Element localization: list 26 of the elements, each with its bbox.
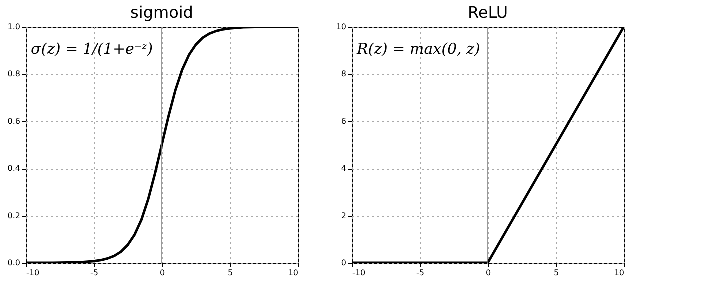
y-tick-label: 0.0 [8, 258, 20, 268]
y-tick-label: 6 [341, 116, 346, 126]
y-tick-label: 0.8 [8, 70, 20, 79]
y-tick-label: 0.2 [8, 211, 20, 220]
x-tick-label: -5 [90, 268, 98, 278]
x-tick-label: 5 [228, 268, 234, 278]
x-tick-label: 0 [160, 268, 166, 278]
x-tick-label: -5 [416, 268, 424, 278]
chart-title: sigmoid [130, 3, 194, 22]
y-tick-label: 4 [341, 164, 346, 174]
x-tick-label: -10 [26, 268, 40, 278]
y-tick-label: 2 [341, 211, 346, 220]
chart-title: ReLU [468, 3, 508, 22]
x-tick-label: 10 [614, 268, 624, 278]
x-tick-label: 5 [554, 268, 560, 278]
annotation: R(z) = max(0, z) [356, 40, 480, 58]
x-tick-label: 10 [288, 268, 298, 278]
x-tick-label: 0 [486, 268, 492, 278]
y-tick-label: 10 [336, 22, 346, 32]
y-tick-label: 0 [341, 258, 346, 268]
y-tick-label: 0.4 [8, 164, 20, 174]
y-tick-label: 8 [341, 70, 346, 79]
y-tick-label: 1.0 [8, 22, 20, 32]
x-tick-label: -10 [352, 268, 366, 278]
y-tick-label: 0.6 [8, 116, 20, 126]
annotation: σ(z) = 1/(1+e⁻ᶻ) [31, 40, 154, 58]
